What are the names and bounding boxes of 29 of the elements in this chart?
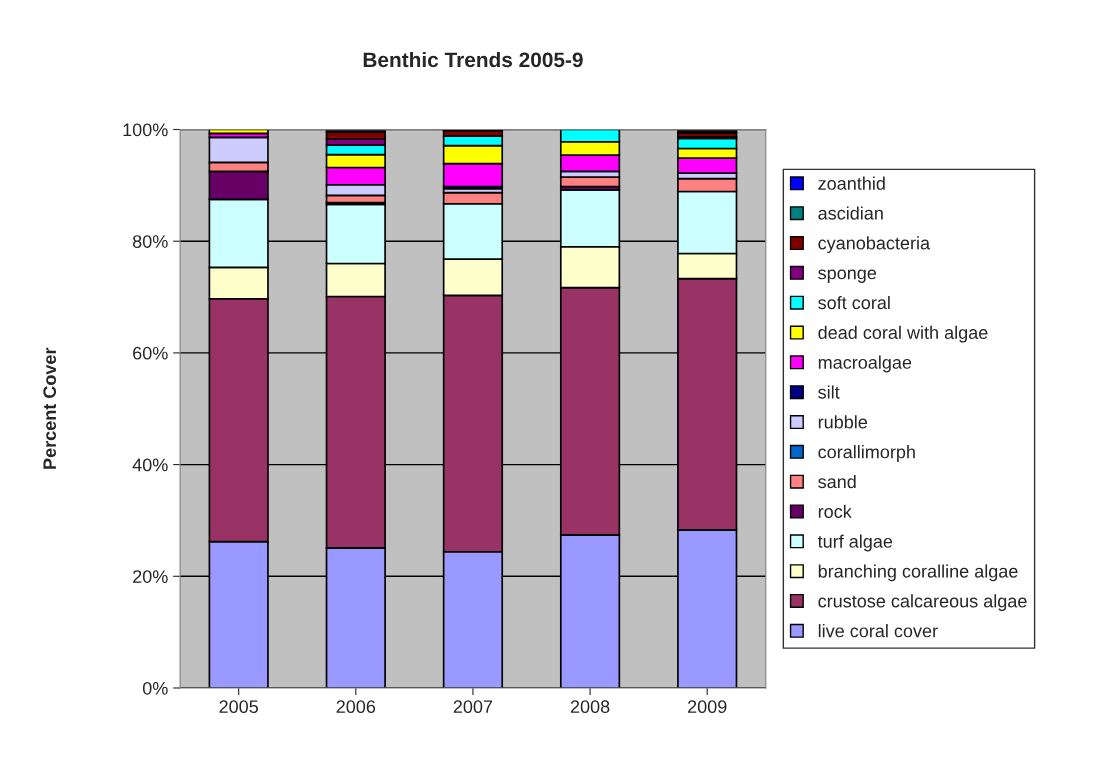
y-tick-label: 20% — [133, 570, 168, 584]
x-tick-label: 2006 — [336, 700, 376, 714]
y-tick-label: 100% — [123, 123, 168, 137]
legend-label: cyanobacteria — [818, 236, 931, 254]
chart-title: Benthic Trends 2005-9 — [363, 51, 583, 68]
y-tick-label: 60% — [133, 346, 168, 360]
legend-label: turf algae — [817, 534, 893, 552]
legend-label: sponge — [818, 269, 877, 283]
legend-label: macroalgae — [818, 355, 912, 373]
x-tick-label: 2008 — [570, 700, 610, 714]
legend-label: silt — [818, 385, 840, 399]
legend-label: sand — [818, 474, 856, 489]
x-tick-label: 2009 — [688, 700, 727, 714]
y-tick-label: 40% — [132, 458, 168, 472]
legend-label: branching coralline algae — [818, 564, 1018, 582]
legend-label: soft coral — [818, 295, 890, 310]
x-tick-label: 2005 — [219, 700, 259, 714]
legend-label: dead coral with algae — [818, 325, 988, 343]
x-tick-label: 2007 — [453, 700, 493, 714]
legend-label: rock — [818, 504, 852, 518]
legend-label: ascidian — [818, 206, 883, 220]
legend-label: crustose calcareous algae — [818, 594, 1027, 612]
y-axis-title: Percent Cover — [43, 347, 57, 469]
legend-label: zoanthid — [818, 176, 885, 190]
legend-label: corallimorph — [818, 445, 915, 462]
y-tick-label: 0% — [142, 681, 168, 695]
legend-label: live coral cover — [818, 624, 938, 638]
y-tick-label: 80% — [132, 235, 168, 248]
legend-label: rubble — [818, 415, 868, 429]
